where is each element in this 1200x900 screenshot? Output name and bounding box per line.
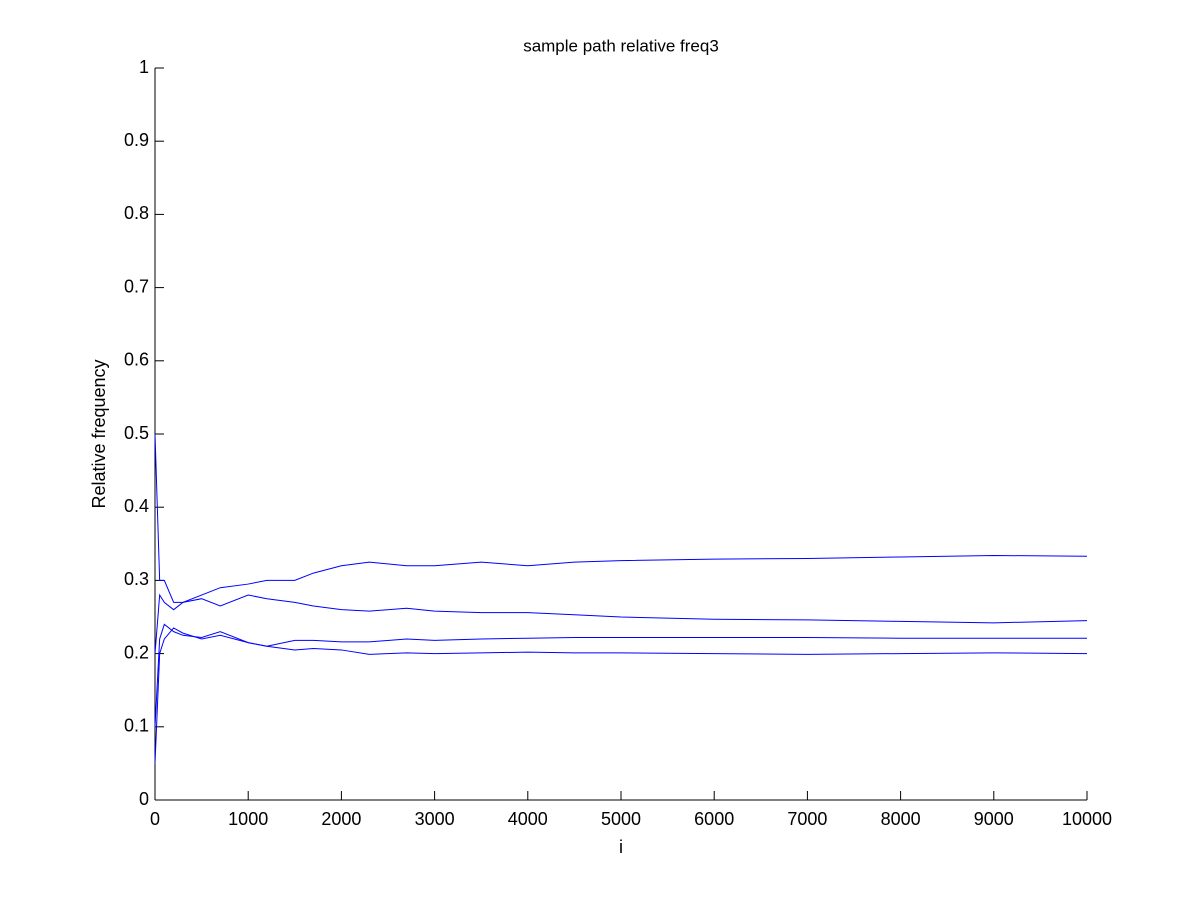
x-tick-label: 5000 [601,809,641,829]
x-tick-label: 8000 [881,809,921,829]
y-tick-label: 0.5 [124,423,149,443]
x-tick-label: 0 [150,809,160,829]
series-line [154,433,1088,603]
x-tick-label: 10000 [1062,809,1112,829]
x-tick-label: 3000 [415,809,455,829]
y-tick-label: 0.9 [124,130,149,150]
series-line [154,623,1087,727]
y-tick-label: 0.1 [124,716,149,736]
x-tick-label: 9000 [974,809,1014,829]
x-axis-label: i [619,837,623,857]
y-tick-label: 0.7 [124,276,149,296]
y-tick-label: 0 [139,789,149,809]
y-axis-label: Relative frequency [89,359,109,508]
y-tick-label: 0.2 [124,642,149,662]
series-line [154,627,1088,764]
x-tick-label: 2000 [321,809,361,829]
y-tick-label: 0.4 [124,496,149,516]
y-tick-label: 1 [139,57,149,77]
x-tick-label: 1000 [228,809,268,829]
x-tick-label: 4000 [508,809,548,829]
y-tick-label: 0.8 [124,203,149,223]
x-tick-label: 6000 [694,809,734,829]
y-tick-label: 0.6 [124,350,149,370]
chart-title: sample path relative freq3 [523,36,719,55]
x-tick-label: 7000 [787,809,827,829]
series-line [154,593,1088,654]
y-tick-label: 0.3 [124,569,149,589]
